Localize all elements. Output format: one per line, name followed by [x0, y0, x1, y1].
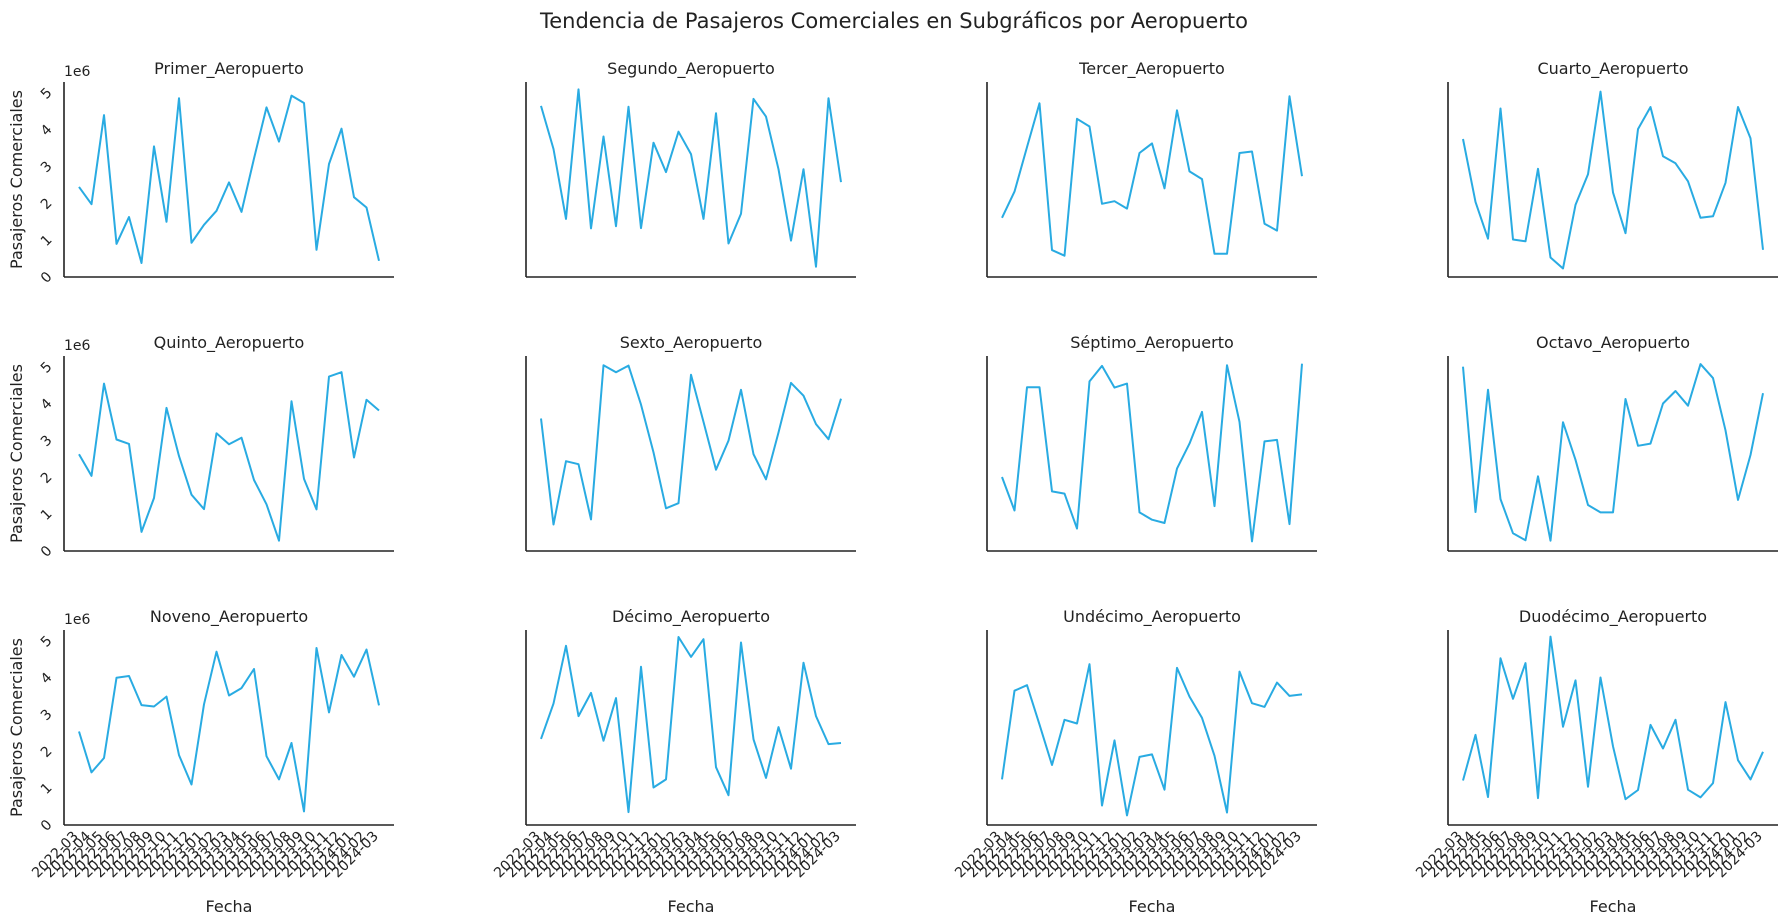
y-tick-label: 5	[38, 85, 56, 103]
subplot-title: Quinto_Aeropuerto	[154, 333, 305, 353]
series-line	[78, 647, 380, 813]
y-tick-label: 2	[38, 743, 56, 761]
series-line	[540, 88, 842, 268]
y-axis-label: Pasajeros Comerciales	[7, 90, 26, 269]
subplot-title: Primer_Aeropuerto	[154, 59, 304, 79]
subplot: Sexto_Aeropuerto	[525, 333, 856, 552]
subplot: Octavo_Aeropuerto	[1447, 333, 1778, 552]
series-line	[78, 94, 380, 264]
x-axis-label: Fecha	[206, 897, 253, 916]
subplot-title: Séptimo_Aeropuerto	[1070, 333, 1234, 353]
series-line	[540, 364, 842, 526]
subplot-title: Cuarto_Aeropuerto	[1537, 59, 1688, 79]
subplot-grid: Primer_Aeropuerto 0 1 2 3 4 5 1e6 Pasajeros Come…	[7, 59, 1778, 916]
y-offset-label: 1e6	[64, 338, 91, 354]
series-line	[540, 636, 842, 814]
series-line	[1001, 663, 1303, 817]
subplot: Quinto_Aeropuerto 0 1 2 3 4 5 1e6 Pasajeros Come…	[7, 333, 394, 561]
subplot-title: Duodécimo_Aeropuerto	[1519, 607, 1707, 627]
series-line	[1462, 90, 1764, 270]
y-tick-label: 0	[38, 269, 56, 287]
x-axis-label: Fecha	[668, 897, 715, 916]
y-tick-label: 1	[38, 506, 56, 524]
y-tick-label: 0	[38, 543, 56, 561]
subplot: Primer_Aeropuerto 0 1 2 3 4 5 1e6 Pasajeros Come…	[7, 59, 394, 287]
subplot: Cuarto_Aeropuerto	[1447, 59, 1778, 278]
y-tick-label: 3	[38, 433, 56, 451]
subplot: Séptimo_Aeropuerto	[986, 333, 1317, 552]
y-tick-label: 0	[38, 817, 56, 835]
y-tick-label: 1	[38, 232, 56, 250]
subplot-title: Tercer_Aeropuerto	[1078, 59, 1225, 79]
y-tick-label: 5	[38, 633, 56, 651]
y-tick-label: 5	[38, 359, 56, 377]
series-line	[1462, 635, 1764, 801]
series-line	[1462, 363, 1764, 542]
subplot: Tercer_Aeropuerto	[986, 59, 1317, 278]
series-line	[1001, 363, 1303, 543]
series-line	[1001, 95, 1303, 257]
figure-title: Tendencia de Pasajeros Comerciales en Su…	[539, 9, 1248, 33]
y-axis-label: Pasajeros Comerciales	[7, 364, 26, 543]
series-line	[78, 371, 380, 542]
subplot-title: Noveno_Aeropuerto	[150, 607, 308, 627]
y-tick-label: 1	[38, 780, 56, 798]
y-tick-label: 3	[38, 159, 56, 177]
x-axis-label: Fecha	[1590, 897, 1637, 916]
subplot-title: Décimo_Aeropuerto	[612, 607, 770, 627]
y-offset-label: 1e6	[64, 612, 91, 628]
y-tick-label: 3	[38, 707, 56, 725]
subplot: Noveno_Aeropuerto 0 1 2 3 4 5 1e6 Pasajeros Come…	[7, 607, 394, 916]
subplot: Duodécimo_Aeropuerto2022-032022-042022-0…	[1413, 607, 1778, 916]
subplot: Décimo_Aeropuerto2022-032022-042022-0520…	[491, 607, 856, 916]
y-tick-label: 4	[38, 670, 56, 688]
x-axis-label: Fecha	[1129, 897, 1176, 916]
y-axis-label: Pasajeros Comerciales	[7, 638, 26, 817]
y-tick-label: 4	[38, 122, 56, 140]
subplot-title: Undécimo_Aeropuerto	[1063, 607, 1241, 627]
subplot-title: Segundo_Aeropuerto	[607, 59, 775, 79]
y-tick-label: 2	[38, 195, 56, 213]
subplot-title: Sexto_Aeropuerto	[620, 333, 763, 353]
subplot: Segundo_Aeropuerto	[525, 59, 856, 278]
y-offset-label: 1e6	[64, 64, 91, 80]
subplot-title: Octavo_Aeropuerto	[1536, 333, 1690, 353]
y-tick-label: 4	[38, 396, 56, 414]
y-tick-label: 2	[38, 469, 56, 487]
subplot: Undécimo_Aeropuerto2022-032022-042022-05…	[952, 607, 1317, 916]
